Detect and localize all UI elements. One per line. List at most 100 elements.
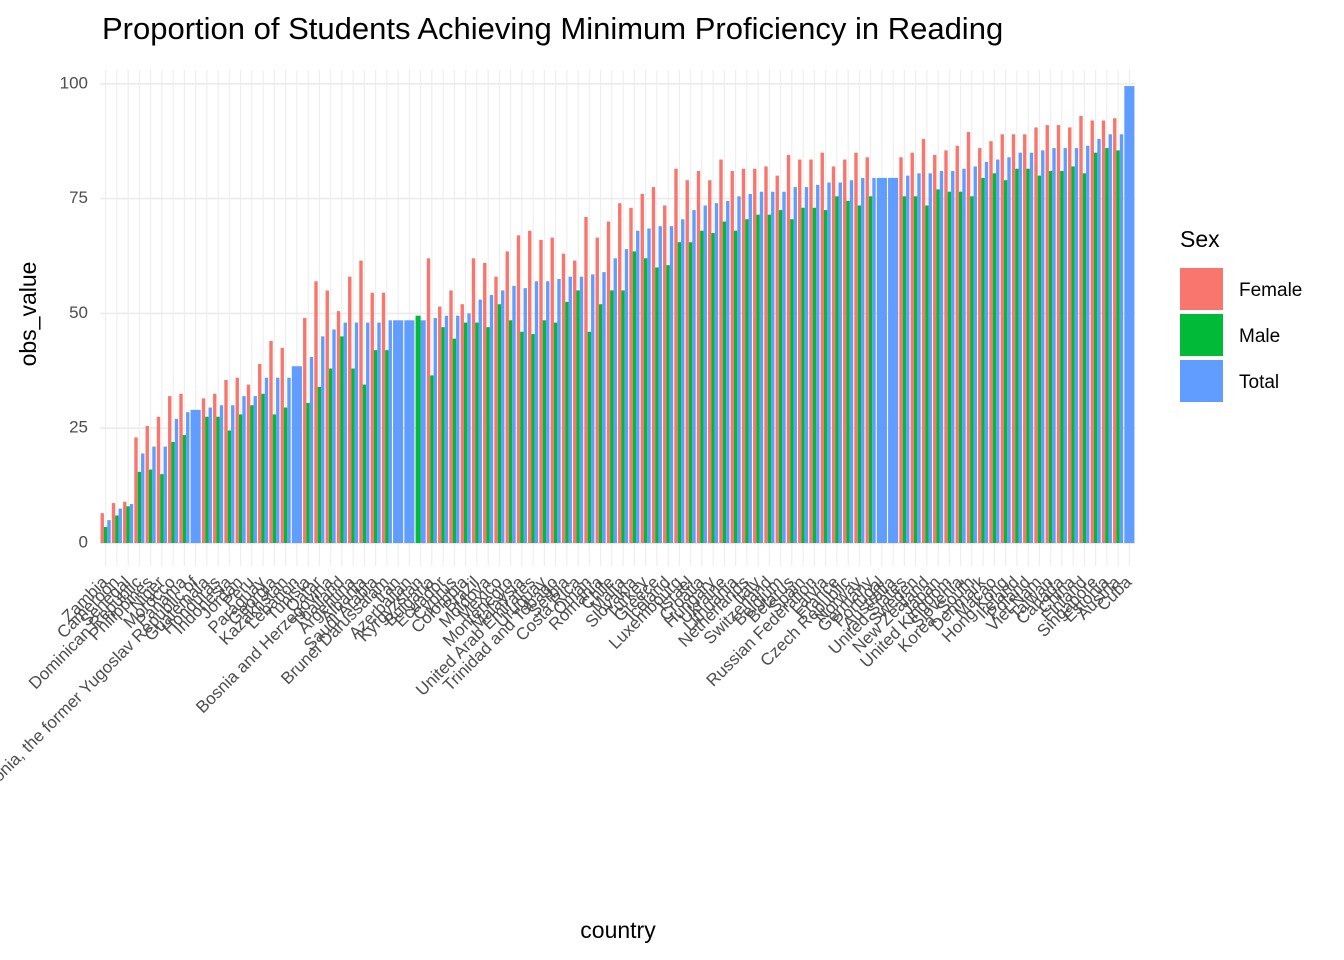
bar <box>764 166 768 544</box>
bar <box>861 177 865 544</box>
bar <box>857 205 862 544</box>
bar <box>486 327 490 544</box>
bar <box>692 210 696 544</box>
bar <box>801 207 805 544</box>
bar <box>984 161 989 544</box>
bar <box>711 233 715 544</box>
bar <box>123 501 127 544</box>
bar <box>688 242 693 544</box>
bar <box>579 276 584 544</box>
bar <box>978 148 982 544</box>
bar <box>748 194 752 544</box>
bar <box>1071 166 1075 544</box>
bar <box>156 416 161 544</box>
bar <box>111 503 116 544</box>
bar <box>531 334 535 544</box>
bar <box>219 405 224 544</box>
bar <box>317 386 322 544</box>
bar <box>238 414 243 544</box>
bar <box>820 152 824 544</box>
bar <box>456 315 460 544</box>
y-tick-label: 0 <box>79 533 88 552</box>
bar <box>287 377 291 544</box>
bar <box>328 368 333 544</box>
bar <box>433 318 437 544</box>
bar <box>913 196 918 544</box>
bar <box>606 221 611 544</box>
bar <box>168 396 172 544</box>
bar <box>483 262 487 544</box>
bar <box>1056 125 1061 544</box>
bar <box>227 430 232 544</box>
bar <box>489 295 494 544</box>
bar <box>759 191 764 544</box>
y-tick-label: 100 <box>60 73 88 92</box>
bar <box>1063 148 1067 544</box>
bar <box>475 322 479 544</box>
bar <box>771 191 775 544</box>
bar <box>1086 145 1090 544</box>
bar <box>377 322 381 544</box>
bar <box>812 207 817 544</box>
bar <box>816 184 820 544</box>
bar <box>269 340 273 544</box>
bar <box>719 159 723 544</box>
bar <box>685 180 689 544</box>
bar <box>460 304 464 544</box>
bar <box>557 278 561 544</box>
legend-label: Total <box>1239 372 1279 393</box>
bar <box>1101 120 1106 544</box>
bar <box>186 412 190 544</box>
bar <box>663 205 667 544</box>
bar <box>669 226 674 544</box>
bar <box>152 446 156 544</box>
bar <box>508 320 513 544</box>
bar <box>651 187 656 544</box>
x-axis-title: country <box>580 917 656 943</box>
y-axis-title: obs_value <box>15 262 41 367</box>
bar <box>703 205 707 544</box>
bar <box>246 384 251 544</box>
bar <box>587 331 592 544</box>
bar <box>1000 134 1004 544</box>
legend-key <box>1180 268 1223 310</box>
bar <box>876 177 887 544</box>
bar <box>843 159 847 544</box>
bar <box>190 409 201 544</box>
bar <box>854 152 858 544</box>
bar <box>658 226 662 544</box>
bar <box>471 258 476 544</box>
bar <box>129 504 134 544</box>
bar <box>1097 138 1101 544</box>
bar <box>1124 86 1135 544</box>
legend-label: Male <box>1239 326 1280 347</box>
bar <box>1052 148 1056 544</box>
bar <box>1116 150 1120 544</box>
bar <box>1090 120 1094 544</box>
bar <box>1026 168 1030 544</box>
bar <box>655 267 659 544</box>
bar <box>415 315 421 544</box>
bar <box>381 292 386 544</box>
bar <box>1011 134 1016 544</box>
bar <box>872 177 876 544</box>
bar <box>505 251 509 544</box>
bar <box>1108 134 1112 544</box>
bar <box>767 214 772 544</box>
bar <box>523 288 527 544</box>
bar <box>640 194 644 544</box>
bar <box>933 154 937 544</box>
bar <box>906 175 910 544</box>
bar <box>148 469 153 544</box>
bar <box>163 446 167 544</box>
bar <box>314 281 318 544</box>
bar <box>962 168 966 544</box>
bar <box>917 173 921 544</box>
bar <box>726 200 730 544</box>
bar <box>216 416 220 544</box>
bar <box>831 166 836 544</box>
bar <box>741 168 746 544</box>
bar <box>171 442 175 544</box>
bar <box>494 276 498 544</box>
bar <box>478 299 482 544</box>
